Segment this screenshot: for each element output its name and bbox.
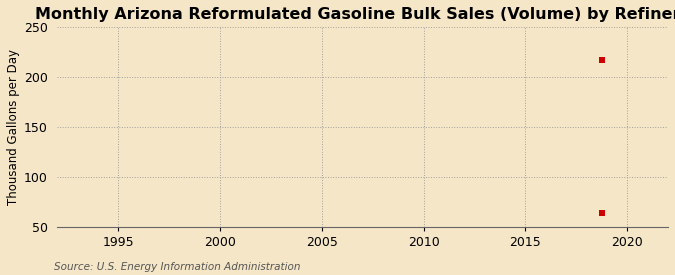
Y-axis label: Thousand Gallons per Day: Thousand Gallons per Day: [7, 49, 20, 205]
Title: Monthly Arizona Reformulated Gasoline Bulk Sales (Volume) by Refiners: Monthly Arizona Reformulated Gasoline Bu…: [35, 7, 675, 22]
Point: [597, 211, 608, 215]
Point: [597, 58, 608, 62]
Text: Source: U.S. Energy Information Administration: Source: U.S. Energy Information Administ…: [54, 262, 300, 272]
